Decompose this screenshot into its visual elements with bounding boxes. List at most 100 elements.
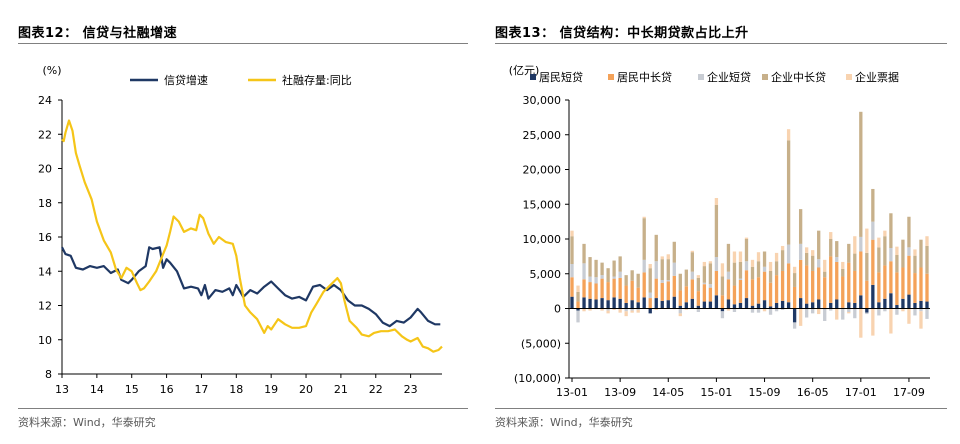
bar-segment (576, 291, 580, 302)
bar-segment (853, 236, 857, 254)
bar-segment (805, 303, 809, 309)
bar-segment (684, 302, 688, 309)
bar-segment (630, 310, 634, 313)
bar-segment (606, 268, 610, 283)
bar-segment (901, 267, 905, 299)
bar-segment (606, 310, 610, 314)
bar-segment (835, 299, 839, 309)
bar-segment (841, 276, 845, 308)
bar-segment (895, 305, 899, 309)
bar-segment (768, 270, 773, 283)
bar-segment (877, 302, 881, 309)
bar-segment (738, 261, 743, 279)
bar-segment (630, 270, 634, 281)
bar-segment (835, 261, 839, 300)
x-tick-label: 14 (90, 383, 104, 396)
bar-segment (925, 308, 929, 319)
bar-segment (618, 308, 622, 313)
bar-segment (702, 266, 707, 283)
bar-segment (762, 266, 767, 272)
bar-segment (570, 230, 574, 237)
bar-segment (895, 272, 899, 306)
bar-segment (762, 308, 767, 312)
bar-segment (660, 280, 664, 283)
bar-segment (859, 111, 863, 237)
bar-segment (720, 276, 725, 296)
bar-segment (829, 232, 833, 239)
bar-segment (648, 264, 652, 269)
bar-segment (913, 302, 917, 309)
x-tick-label: 22 (369, 383, 383, 396)
bar-segment (907, 247, 911, 256)
bar-segment (925, 236, 929, 246)
bar-segment (624, 275, 628, 286)
legend-label: 企业中长贷 (771, 70, 826, 84)
bar-segment (738, 251, 743, 262)
x-tick-label: 17 (194, 383, 208, 396)
bar-segment (582, 243, 586, 264)
bar-segment (576, 310, 580, 323)
bar-segment (871, 239, 875, 285)
bar-segment (582, 308, 586, 312)
bar-segment (925, 273, 929, 302)
bar-segment (762, 300, 767, 309)
y-tick-label: 16 (38, 231, 52, 244)
bar-segment (636, 309, 640, 313)
bar-segment (672, 275, 676, 297)
bar-segment (648, 292, 652, 299)
bar-segment (702, 261, 707, 267)
bar-segment (612, 260, 616, 277)
bar-segment (895, 254, 899, 273)
bar-segment (666, 259, 670, 280)
bar-segment (889, 261, 893, 294)
bar-segment (726, 308, 731, 311)
bar-segment (750, 259, 755, 267)
bar-segment (678, 290, 682, 306)
x-tick-label: 15-01 (700, 386, 732, 399)
bar-segment (672, 241, 676, 263)
bar-segment (642, 259, 646, 273)
bar-segment (600, 275, 604, 279)
bar-segment (600, 298, 604, 309)
source-note: 资料来源：Wind，华泰研究 (495, 416, 633, 429)
bar-segment (913, 255, 917, 274)
bar-segment (847, 302, 851, 309)
legend-label: 居民短贷 (539, 70, 583, 84)
bar-segment (841, 261, 845, 269)
bar-segment (817, 230, 821, 260)
bar-segment (612, 308, 616, 310)
bar-segment (630, 308, 634, 311)
bar-segment (798, 298, 803, 309)
bar-segment (594, 277, 598, 284)
x-tick-label: 14-05 (652, 386, 684, 399)
bar-segment (690, 250, 694, 253)
bar-segment (798, 308, 803, 326)
bar-segment (744, 237, 749, 239)
bar-segment (684, 269, 688, 287)
bar-segment (829, 308, 833, 311)
bar-segment (654, 234, 658, 262)
bar-segment (678, 313, 682, 317)
bar-segment (907, 216, 911, 248)
bar-segment (889, 213, 893, 249)
x-tick-label: 13-09 (604, 386, 636, 399)
bar-segment (883, 230, 887, 237)
bar-segment (654, 261, 658, 279)
bar-segment (696, 308, 701, 312)
bar-segment (618, 271, 622, 278)
y-tick-label: 14 (38, 265, 52, 278)
bar-segment (648, 308, 652, 314)
bar-segment (883, 265, 887, 299)
bar-segment (877, 272, 881, 303)
bar-segment (925, 301, 929, 309)
bar-segment (792, 273, 797, 287)
bar-segment (859, 251, 863, 296)
source-note: 资料来源：Wind，华泰研究 (18, 416, 156, 429)
bar-segment (702, 282, 707, 285)
bar-segment (901, 309, 905, 312)
bar-segment (919, 300, 923, 309)
bar-segment (919, 267, 923, 301)
bar-segment (714, 270, 719, 296)
bar-segment (714, 204, 719, 258)
bar-segment (660, 282, 664, 301)
